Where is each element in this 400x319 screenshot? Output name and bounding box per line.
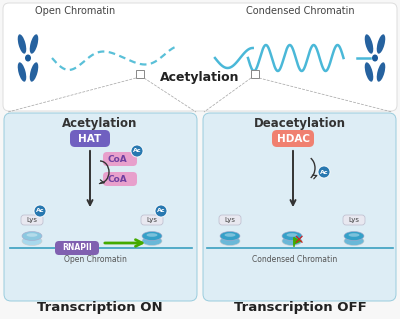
- Ellipse shape: [286, 233, 298, 237]
- Text: CoA: CoA: [107, 154, 127, 164]
- Text: Lys: Lys: [26, 217, 38, 223]
- Text: Open Chromatin: Open Chromatin: [64, 256, 126, 264]
- Bar: [251, 70, 259, 78]
- Circle shape: [155, 205, 167, 217]
- Ellipse shape: [344, 232, 364, 241]
- Ellipse shape: [220, 232, 240, 241]
- Text: Lys: Lys: [224, 217, 236, 223]
- Ellipse shape: [146, 233, 158, 237]
- Text: Lys: Lys: [146, 217, 158, 223]
- Text: Ac: Ac: [133, 149, 141, 153]
- FancyBboxPatch shape: [103, 152, 137, 166]
- Ellipse shape: [348, 233, 360, 237]
- Ellipse shape: [22, 236, 42, 246]
- Ellipse shape: [365, 62, 373, 82]
- Circle shape: [318, 166, 330, 178]
- Ellipse shape: [25, 55, 31, 62]
- FancyBboxPatch shape: [70, 130, 110, 147]
- Ellipse shape: [365, 34, 373, 54]
- FancyBboxPatch shape: [3, 3, 397, 111]
- Text: Ac: Ac: [320, 169, 328, 174]
- Ellipse shape: [220, 236, 240, 246]
- Ellipse shape: [18, 34, 26, 54]
- Text: HAT: HAT: [78, 133, 102, 144]
- Text: Deacetylation: Deacetylation: [254, 116, 346, 130]
- Ellipse shape: [30, 34, 38, 54]
- Ellipse shape: [372, 55, 378, 62]
- FancyBboxPatch shape: [343, 215, 365, 225]
- Ellipse shape: [282, 232, 302, 241]
- Text: Ac: Ac: [36, 209, 44, 213]
- Circle shape: [34, 205, 46, 217]
- Text: Acetylation: Acetylation: [160, 71, 240, 85]
- Ellipse shape: [30, 62, 38, 82]
- FancyBboxPatch shape: [4, 113, 197, 301]
- Ellipse shape: [224, 233, 236, 237]
- Ellipse shape: [344, 236, 364, 246]
- Text: ✕: ✕: [294, 234, 304, 247]
- Polygon shape: [294, 238, 301, 244]
- Text: Condensed Chromatin: Condensed Chromatin: [246, 6, 354, 16]
- Text: Transcription ON: Transcription ON: [37, 301, 163, 315]
- Ellipse shape: [142, 236, 162, 246]
- Ellipse shape: [142, 232, 162, 241]
- Text: Lys: Lys: [348, 217, 360, 223]
- Text: HDAC: HDAC: [276, 133, 310, 144]
- FancyBboxPatch shape: [141, 215, 163, 225]
- Text: Transcription OFF: Transcription OFF: [234, 301, 366, 315]
- Text: Condensed Chromatin: Condensed Chromatin: [252, 256, 338, 264]
- Ellipse shape: [377, 34, 385, 54]
- Text: CoA: CoA: [107, 174, 127, 183]
- Ellipse shape: [18, 62, 26, 82]
- FancyBboxPatch shape: [103, 172, 137, 186]
- Ellipse shape: [377, 62, 385, 82]
- FancyBboxPatch shape: [272, 130, 314, 147]
- Text: RNAPII: RNAPII: [62, 243, 92, 253]
- Text: Acetylation: Acetylation: [62, 116, 138, 130]
- Text: Open Chromatin: Open Chromatin: [35, 6, 115, 16]
- Circle shape: [131, 145, 143, 157]
- FancyBboxPatch shape: [55, 241, 99, 255]
- Ellipse shape: [26, 233, 38, 237]
- FancyBboxPatch shape: [203, 113, 396, 301]
- Ellipse shape: [22, 232, 42, 241]
- Bar: [136, 70, 144, 78]
- FancyBboxPatch shape: [219, 215, 241, 225]
- Text: Ac: Ac: [157, 209, 165, 213]
- FancyBboxPatch shape: [21, 215, 43, 225]
- Ellipse shape: [282, 236, 302, 246]
